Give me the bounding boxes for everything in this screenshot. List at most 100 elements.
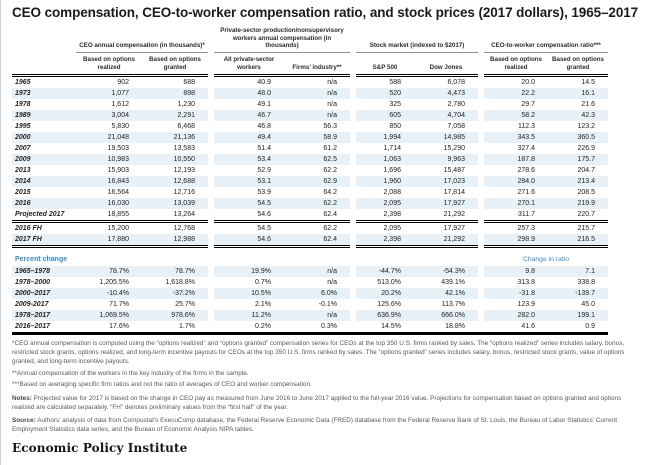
table-row: Percent change Change in ratio	[12, 254, 608, 266]
data-cell: 12,768	[173, 224, 195, 232]
data-cell: n/a	[284, 309, 350, 321]
data-cell: 12,688	[142, 175, 208, 187]
table-row: 2014 16,843 12,688 53.1 62.9 1,960 17,023 284.0…	[12, 175, 608, 187]
data-cell: 41.6	[521, 322, 535, 330]
data-cell: 17,880	[76, 233, 142, 245]
column-group-header: Stock market (indexed to $2017)	[356, 42, 478, 54]
data-cell: 2,095	[356, 197, 414, 209]
table-row: 2016 FH 15,200 12,768 54.5 62.2 2,095 17,927 25…	[12, 223, 608, 234]
data-cell: 2,291	[142, 109, 208, 121]
table-row	[12, 331, 608, 335]
data-cell: 0.2%	[255, 322, 271, 330]
data-cell: 208.5	[577, 188, 595, 196]
table-row	[12, 219, 608, 223]
data-cell: 850	[389, 122, 401, 130]
table-row: 2013 15,903 12,193 52.9 62.2 1,696 15,487 278.6…	[12, 165, 608, 176]
data-cell: 20.2%	[356, 287, 414, 299]
footnotes: *CEO annual compensation is computed usi…	[12, 339, 642, 435]
data-cell: 20.0	[521, 78, 535, 86]
data-cell: 1,714	[383, 144, 401, 152]
data-cell: 219.9	[548, 197, 608, 209]
data-cell: n/a	[284, 265, 350, 277]
data-cell: 325	[389, 100, 401, 108]
data-cell: 19,503	[107, 144, 129, 152]
data-cell: 513.0%	[377, 278, 401, 286]
data-cell: 112.3	[518, 122, 535, 130]
data-cell: -10.4%	[76, 287, 142, 299]
table-row: 2016 16,030 13,039 54.5 62.2 2,095 17,927 270.1…	[12, 197, 608, 209]
data-cell: 15,903	[107, 166, 129, 174]
data-cell: 226.9	[577, 144, 595, 152]
table-row: 1995 5,830 6,468 46.8 56.3 850 7,058 112.3 123.2	[12, 121, 608, 132]
data-cell: 13,039	[142, 197, 208, 209]
data-cell: 22.2	[484, 87, 548, 99]
data-cell: 175.7	[548, 153, 608, 165]
data-cell: 16,843	[76, 175, 142, 187]
data-cell: 16,564	[107, 188, 129, 196]
data-cell: 10,983	[76, 153, 142, 165]
table-row: 1973 1,077 898 48.0 n/a 520 4,473 22.2 16.1	[12, 87, 608, 99]
data-cell: 13,583	[173, 144, 195, 152]
data-cell: -44.7%	[356, 265, 414, 277]
figure: CEO compensation, CEO-to-worker compensa…	[1, 0, 650, 455]
data-cell: 0.9	[585, 322, 595, 330]
data-cell: 2,088	[383, 188, 401, 196]
rule-segment	[356, 219, 478, 223]
data-cell: 29.7	[521, 100, 535, 108]
data-cell: 123.2	[577, 122, 595, 130]
data-cell: -54.3%	[414, 265, 478, 277]
row-label: 1965	[15, 78, 31, 86]
data-cell: n/a	[284, 87, 350, 99]
rule-segment	[214, 219, 350, 223]
data-cell: 10,550	[142, 153, 208, 165]
data-cell: 49.4	[214, 131, 284, 143]
data-cell: 12,193	[173, 166, 195, 174]
data-cell: 78.7%	[76, 265, 142, 277]
data-cell: 62.2	[323, 224, 337, 232]
data-cell: 360.5	[548, 131, 608, 143]
data-cell: 270.1	[484, 197, 548, 209]
data-cell: 21,292	[414, 233, 478, 245]
data-cell: 902	[117, 78, 129, 86]
table-row: 1978–2017 1,069.5% 978.6% 11.2% n/a 636.9% 666…	[12, 309, 608, 321]
data-cell: 282.0	[484, 309, 548, 321]
data-cell: 343.5	[484, 131, 548, 143]
data-cell: 62.4	[284, 233, 350, 245]
data-cell: 5,830	[111, 122, 129, 130]
data-cell: 1,994	[356, 131, 414, 143]
data-cell: n/a	[327, 100, 337, 108]
data-cell: 7,058	[447, 122, 465, 130]
table-row: 1989 3,004 2,291 46.7 n/a 605 4,704 58.2 42.3	[12, 109, 608, 121]
data-cell: 6.0%	[284, 287, 350, 299]
data-cell: 2,398	[356, 233, 414, 245]
table-row: 1978–2000 1,205.5% 1,618.8% 0.7% n/a 513.0% 43…	[12, 277, 608, 288]
source-text: Authors’ analysis of data from Compustat…	[12, 417, 618, 434]
change-in-ratio-label: Change in ratio	[522, 255, 570, 263]
data-cell: -0.1%	[318, 300, 337, 308]
rule-segment	[484, 73, 608, 77]
data-cell: 2,095	[383, 224, 401, 232]
data-cell: 7.1	[548, 265, 608, 277]
table-row: Projected 2017 18,855 13,264 54.6 62.4 2,398 2…	[12, 209, 608, 220]
data-cell: 257.3	[517, 224, 535, 232]
data-cell: 52.9	[257, 166, 271, 174]
data-cell: 51.4	[257, 144, 271, 152]
data-cell: 9.8	[484, 265, 548, 277]
data-cell: 338.8	[577, 278, 595, 286]
data-cell: 1,069.5%	[76, 309, 142, 321]
data-cell: 48.0	[214, 87, 284, 99]
data-cell: 311.7	[518, 210, 535, 218]
data-cell: 1,960	[356, 175, 414, 187]
rule-segment	[12, 219, 208, 223]
notes-text: Projected value for 2017 is based on the…	[12, 394, 622, 411]
data-cell: 1,077	[76, 87, 142, 99]
data-cell: 271.6	[517, 188, 535, 196]
notes-paragraph: Notes: Projected value for 2017 is based…	[12, 394, 642, 412]
data-cell: 636.9%	[356, 309, 414, 321]
column-group-header: Private-sector production/nonsupervisory…	[214, 27, 350, 54]
footnote-1: *CEO annual compensation is computed usi…	[12, 339, 625, 366]
data-cell: 1,063	[356, 153, 414, 165]
rule-segment	[214, 73, 350, 77]
data-cell: 14.5	[581, 78, 595, 86]
data-cell: 42.1%	[414, 287, 478, 299]
